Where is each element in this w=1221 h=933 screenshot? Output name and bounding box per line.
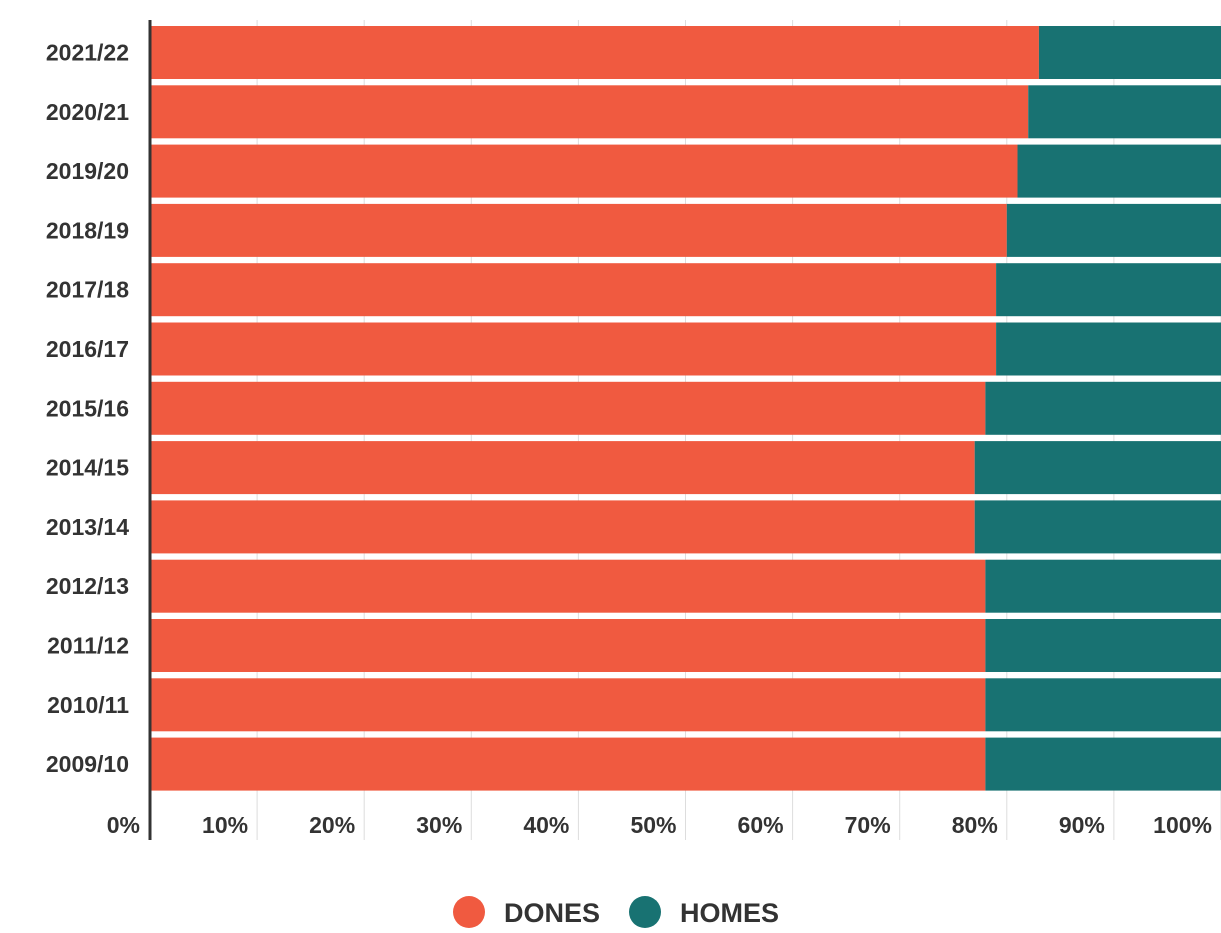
bar-homes-2009-10 [985, 737, 1221, 791]
bar-dones-2010-11 [150, 678, 986, 732]
bar-dones-2020-21 [150, 85, 1029, 139]
bar-homes-2013-14 [974, 500, 1221, 554]
bar-homes-2019-20 [1017, 144, 1221, 198]
x-tick-labels: 0% 10% 20% 30% 40% 50% 60% 70% 80% 90% 100% [107, 812, 1212, 838]
bar-dones-2018-19 [150, 203, 1007, 257]
bar-homes-2020-21 [1028, 85, 1221, 139]
category-label: 2018/19 [46, 217, 129, 243]
bar-dones-2009-10 [150, 737, 986, 791]
category-label: 2017/18 [46, 277, 129, 303]
category-label: 2011/12 [47, 633, 129, 659]
bar-dones-2011-12 [150, 619, 986, 672]
category-label: 2009/10 [46, 751, 129, 777]
x-tick-label: 50% [630, 812, 676, 838]
x-tick-label: 30% [416, 812, 462, 838]
bar-homes-2010-11 [985, 678, 1221, 732]
bar-dones-2014-15 [150, 441, 975, 495]
bar-dones-2013-14 [150, 500, 975, 554]
category-label: 2016/17 [46, 336, 129, 362]
x-tick-label: 20% [309, 812, 355, 838]
bar-homes-2015-16 [985, 381, 1221, 435]
x-tick-label: 0% [107, 812, 140, 838]
bar-dones-2012-13 [150, 559, 986, 613]
category-labels: 2021/22 2020/21 2019/20 2018/19 2017/18 2016/… [46, 40, 129, 778]
legend-marker-homes [629, 896, 661, 928]
category-label: 2014/15 [46, 455, 129, 481]
bars [150, 26, 1221, 791]
bar-dones-2017-18 [150, 263, 997, 317]
category-label: 2013/14 [46, 514, 129, 540]
x-tick-label: 10% [202, 812, 248, 838]
category-label: 2020/21 [46, 99, 129, 125]
bar-dones-2021-22 [150, 26, 1039, 79]
bar-homes-2017-18 [996, 263, 1221, 317]
category-label: 2015/16 [46, 395, 129, 421]
bar-homes-2018-19 [1006, 203, 1221, 257]
legend-marker-dones [453, 896, 485, 928]
x-tick-label: 60% [738, 812, 784, 838]
bar-homes-2014-15 [974, 441, 1221, 495]
category-label: 2010/11 [47, 692, 129, 718]
bar-homes-2016-17 [996, 322, 1221, 376]
category-label: 2012/13 [46, 573, 129, 599]
x-tick-label: 40% [523, 812, 569, 838]
x-tick-label: 70% [845, 812, 891, 838]
x-tick-label: 100% [1153, 812, 1212, 838]
bar-dones-2016-17 [150, 322, 997, 376]
bar-homes-2012-13 [985, 559, 1221, 613]
legend: DONES HOMES [453, 896, 779, 928]
x-tick-label: 90% [1059, 812, 1105, 838]
x-tick-label: 80% [952, 812, 998, 838]
legend-label-dones: DONES [504, 898, 600, 928]
category-label: 2019/20 [46, 158, 129, 184]
category-label: 2021/22 [46, 40, 129, 66]
bar-dones-2015-16 [150, 381, 986, 435]
legend-label-homes: HOMES [680, 898, 779, 928]
bar-dones-2019-20 [150, 144, 1018, 198]
bar-homes-2011-12 [985, 619, 1221, 672]
bar-homes-2021-22 [1038, 26, 1221, 79]
